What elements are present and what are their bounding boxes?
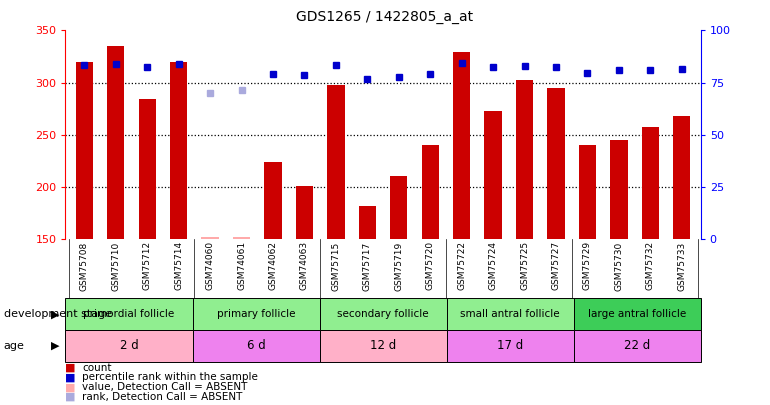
Text: GSM75733: GSM75733 xyxy=(678,241,686,290)
Text: GSM75710: GSM75710 xyxy=(112,241,120,290)
Bar xyxy=(327,85,344,239)
Text: GSM75729: GSM75729 xyxy=(583,241,592,290)
Text: GSM75712: GSM75712 xyxy=(142,241,152,290)
Bar xyxy=(296,186,313,239)
Text: percentile rank within the sample: percentile rank within the sample xyxy=(82,373,258,382)
Text: GSM74062: GSM74062 xyxy=(269,241,277,290)
Text: GSM75719: GSM75719 xyxy=(394,241,403,290)
Bar xyxy=(579,145,596,239)
Bar xyxy=(574,298,701,330)
Bar xyxy=(192,330,320,362)
Bar xyxy=(447,330,574,362)
Text: large antral follicle: large antral follicle xyxy=(588,309,686,319)
Text: GSM75722: GSM75722 xyxy=(457,241,466,290)
Bar xyxy=(484,111,502,239)
Text: GSM75727: GSM75727 xyxy=(551,241,561,290)
Bar xyxy=(65,330,192,362)
Text: GSM75708: GSM75708 xyxy=(80,241,89,290)
Text: rank, Detection Call = ABSENT: rank, Detection Call = ABSENT xyxy=(82,392,243,402)
Bar xyxy=(422,145,439,239)
Bar xyxy=(359,206,376,239)
Text: 6 d: 6 d xyxy=(246,339,266,352)
Text: count: count xyxy=(82,363,112,373)
Text: ▶: ▶ xyxy=(51,341,59,351)
Text: 12 d: 12 d xyxy=(370,339,397,352)
Text: value, Detection Call = ABSENT: value, Detection Call = ABSENT xyxy=(82,382,248,392)
Bar xyxy=(547,88,564,239)
Text: ■: ■ xyxy=(65,373,76,382)
Bar xyxy=(202,237,219,239)
Text: primordial follicle: primordial follicle xyxy=(83,309,175,319)
Text: secondary follicle: secondary follicle xyxy=(337,309,429,319)
Text: 2 d: 2 d xyxy=(119,339,139,352)
Text: GSM75715: GSM75715 xyxy=(331,241,340,290)
Text: 17 d: 17 d xyxy=(497,339,524,352)
Bar xyxy=(107,46,125,239)
Text: primary follicle: primary follicle xyxy=(217,309,295,319)
Text: GSM75725: GSM75725 xyxy=(520,241,529,290)
Bar xyxy=(673,116,691,239)
Bar xyxy=(75,62,93,239)
Text: GDS1265 / 1422805_a_at: GDS1265 / 1422805_a_at xyxy=(296,10,474,24)
Text: development stage: development stage xyxy=(4,309,112,319)
Text: 22 d: 22 d xyxy=(624,339,651,352)
Bar xyxy=(641,127,659,239)
Bar xyxy=(320,298,447,330)
Text: ■: ■ xyxy=(65,363,76,373)
Text: small antral follicle: small antral follicle xyxy=(460,309,560,319)
Bar xyxy=(233,237,250,239)
Bar xyxy=(453,52,470,239)
Bar xyxy=(516,81,534,239)
Text: ■: ■ xyxy=(65,392,76,402)
Text: GSM75732: GSM75732 xyxy=(646,241,654,290)
Bar xyxy=(320,330,447,362)
Text: ▶: ▶ xyxy=(51,309,59,319)
Bar xyxy=(390,177,407,239)
Text: GSM75714: GSM75714 xyxy=(174,241,183,290)
Text: ■: ■ xyxy=(65,382,76,392)
Text: GSM75717: GSM75717 xyxy=(363,241,372,290)
Bar xyxy=(65,298,192,330)
Text: GSM75724: GSM75724 xyxy=(489,241,497,290)
Bar xyxy=(192,298,320,330)
Bar xyxy=(170,62,187,239)
Text: GSM74060: GSM74060 xyxy=(206,241,215,290)
Bar xyxy=(574,330,701,362)
Text: GSM74061: GSM74061 xyxy=(237,241,246,290)
Bar xyxy=(264,162,282,239)
Text: GSM75730: GSM75730 xyxy=(614,241,624,290)
Bar xyxy=(447,298,574,330)
Bar xyxy=(139,99,156,239)
Text: GSM74063: GSM74063 xyxy=(300,241,309,290)
Text: GSM75720: GSM75720 xyxy=(426,241,435,290)
Bar xyxy=(611,140,628,239)
Text: age: age xyxy=(4,341,25,351)
